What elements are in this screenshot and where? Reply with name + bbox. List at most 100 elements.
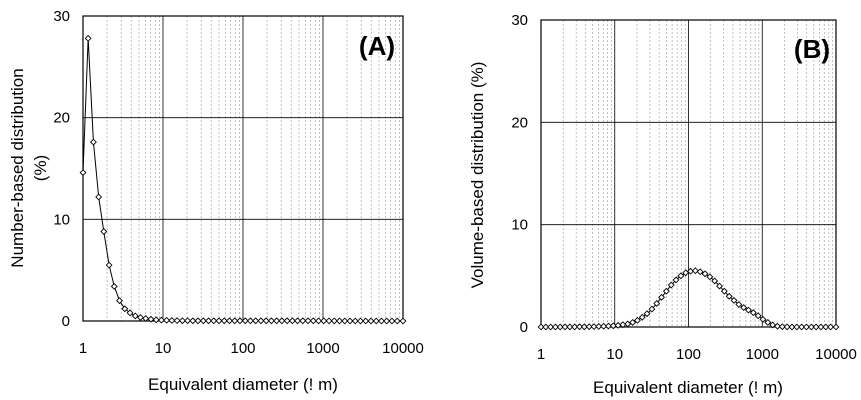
data-point-diamond [735,301,743,308]
data-point-diamond [609,322,617,330]
data-point-diamond [590,323,598,331]
data-point-diamond [566,323,574,331]
data-point-diamond [116,297,123,305]
data-point-diamond [643,310,651,318]
data-point-diamond [595,323,603,330]
data-point-diamond [241,317,249,325]
data-point-diamond [691,267,699,275]
data-point-diamond [716,282,723,290]
data-point-diamond [152,316,160,324]
panel-b-x-axis-label: Equivalent diameter (! m) [593,378,783,397]
data-point-diamond [638,313,646,321]
data-point-diamond [220,317,228,325]
data-point-diamond [807,323,815,331]
data-point-diamond [552,323,559,331]
data-point-diamond [667,281,675,289]
panel-a-y-tick-labels: 0 10 20 30 [53,8,70,330]
data-point-diamond [827,323,835,331]
data-point-diamond [730,296,738,304]
data-point-diamond [110,282,118,290]
data-point-diamond [126,309,134,317]
data-point-diamond [131,312,139,320]
y-tick-label: 0 [520,319,528,336]
y-tick-label: 20 [511,114,528,131]
y-tick-label: 30 [511,12,528,29]
data-point-diamond [764,318,772,326]
data-point-diamond [210,317,218,325]
panel-b: 0 10 20 30 1 10 100 1000 10000 (B) Equivalent d… [468,12,857,397]
data-point-diamond [294,317,302,325]
panel-b-grid [540,19,837,328]
y-tick-label: 30 [53,8,70,25]
data-point-diamond [537,323,545,331]
x-tick-label: 1 [537,346,545,363]
data-point-diamond [367,317,375,325]
data-point-diamond [812,323,820,331]
data-point-diamond [147,315,155,323]
data-point-diamond [383,317,391,325]
data-point-diamond [778,323,786,331]
data-point-diamond [315,317,322,325]
data-point-diamond [346,317,354,325]
data-point-diamond [774,322,781,330]
panel-a-x-axis-label: Equivalent diameter (! m) [148,375,338,394]
panel-a-grid [82,15,404,322]
data-point-diamond [817,323,825,331]
data-point-diamond [803,323,810,331]
data-point-diamond [720,287,728,295]
data-point-diamond [246,317,254,325]
data-point-diamond [194,317,202,325]
data-point-diamond [273,317,281,325]
data-point-diamond [745,306,752,314]
data-point-diamond [158,316,165,324]
y-tick-label: 10 [53,211,70,228]
data-point-diamond [330,317,338,325]
x-tick-label: 100 [676,346,701,363]
data-point-diamond [580,323,588,331]
panel-a-y-axis-label-line-2: (%) [31,155,50,181]
data-point-diamond [262,317,270,325]
data-point-diamond [320,317,328,325]
panel-b-y-tick-labels: 0 10 20 30 [511,12,528,336]
data-point-diamond [267,317,275,325]
data-point-diamond [740,304,748,311]
data-point-diamond [336,317,343,325]
data-point-diamond [142,315,150,322]
data-point-diamond [199,317,207,325]
panel-b-label: (B) [794,34,830,64]
data-point-diamond [372,317,380,325]
data-point-diamond [89,138,97,146]
x-tick-label: 10000 [382,340,424,357]
data-point-diamond [653,300,661,307]
data-point-diamond [163,316,171,324]
data-point-diamond [283,317,291,325]
data-point-diamond [783,323,791,331]
data-point-diamond [84,34,92,42]
data-point-diamond [399,317,407,325]
data-point-diamond [561,323,569,331]
data-point-diamond [137,314,144,321]
data-point-diamond [351,317,359,325]
data-point-diamond [357,317,364,325]
data-point-diamond [576,323,583,331]
data-point-diamond [341,317,349,325]
data-point-diamond [658,293,665,301]
y-tick-label: 20 [53,110,70,127]
data-point-diamond [309,317,317,325]
data-point-diamond [173,317,181,325]
data-point-diamond [754,312,762,320]
data-point-diamond [629,318,637,326]
x-tick-label: 1 [79,340,87,357]
data-point-diamond [556,323,564,331]
data-point-diamond [793,323,801,331]
data-point-diamond [205,317,212,325]
data-point-diamond [105,261,113,269]
data-point-diamond [168,317,176,324]
x-tick-label: 1000 [746,346,779,363]
data-point-diamond [79,169,87,177]
panel-a-label: (A) [359,31,395,61]
data-point-diamond [393,317,401,325]
data-point-diamond [121,305,129,313]
data-point-diamond [184,317,192,325]
data-point-diamond [822,323,830,331]
